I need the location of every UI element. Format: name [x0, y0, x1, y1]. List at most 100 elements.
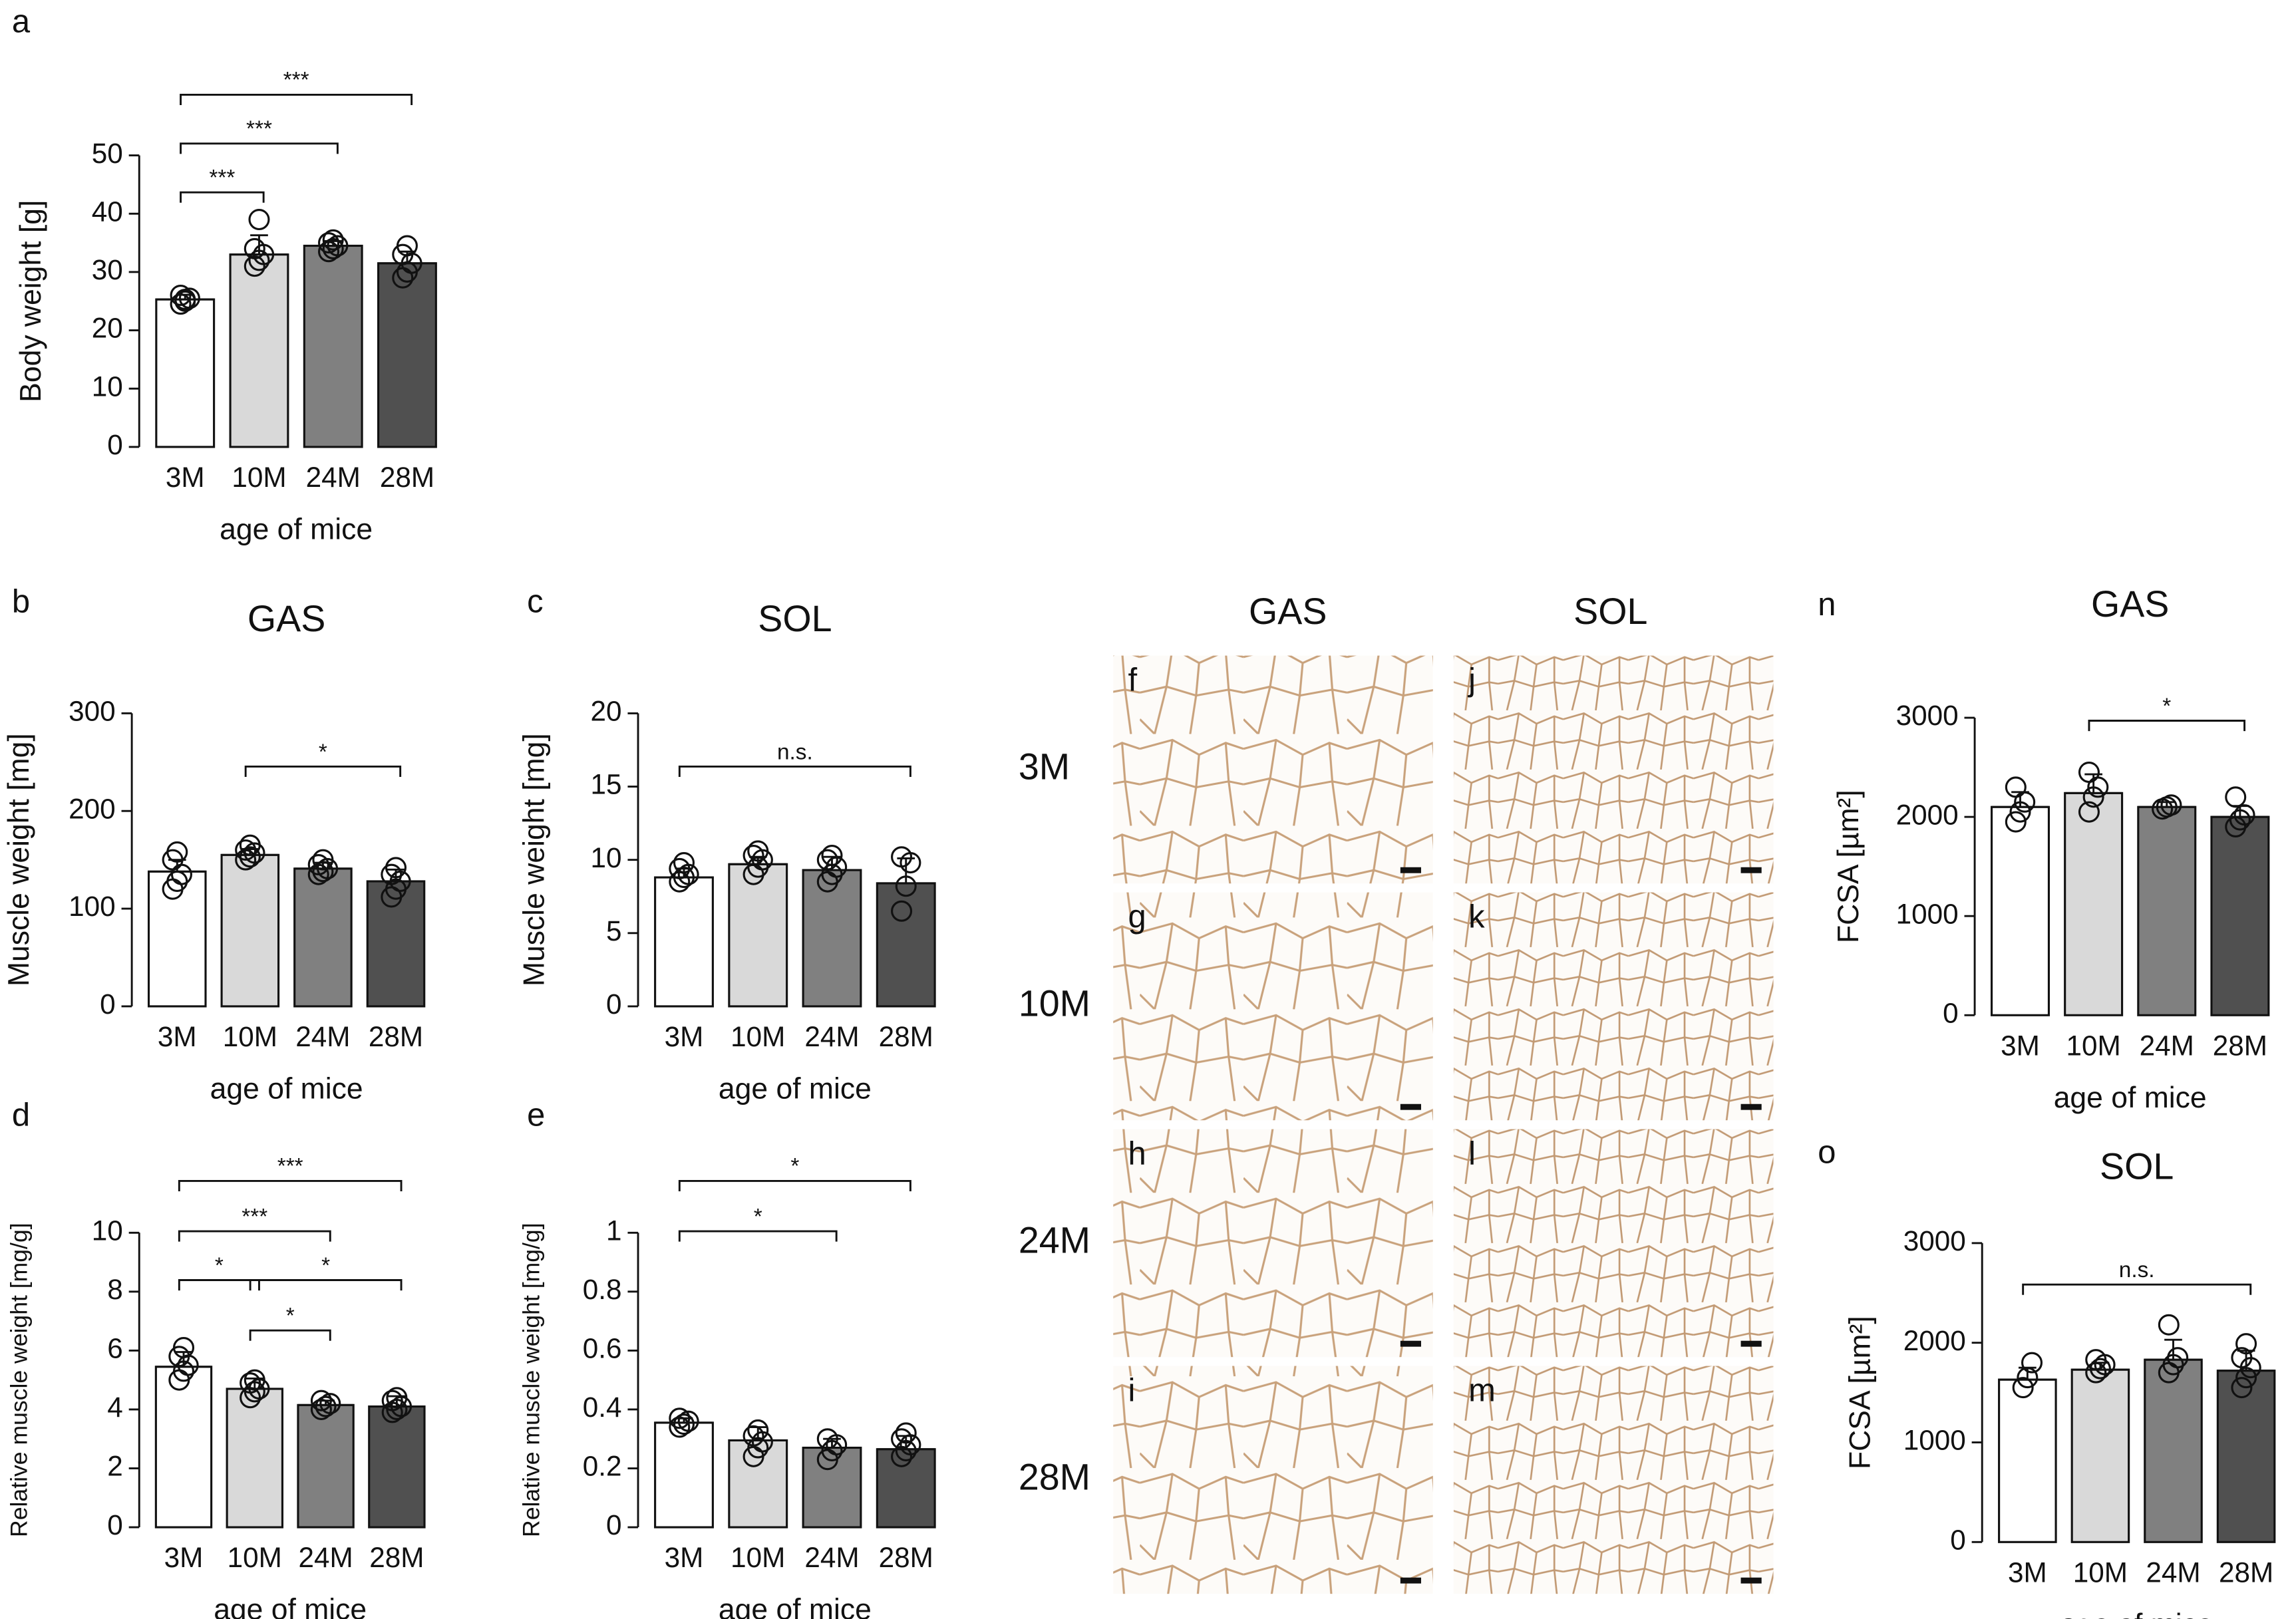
data-point	[327, 235, 349, 257]
chart: b GAS 0 100 200 300 Muscle weight [mg] 3M 10M 24M…	[3, 584, 426, 1105]
y-tick-label: 0	[107, 1509, 123, 1541]
y-tick-label: 1	[606, 1215, 622, 1246]
x-tick-label: 28M	[369, 1542, 424, 1573]
significance-bracket	[2088, 720, 2246, 732]
micrograph	[1113, 892, 1433, 1121]
x-tick-label: 3M	[166, 462, 205, 493]
data-point	[816, 849, 838, 871]
data-point	[2082, 786, 2104, 808]
significance-bracket	[178, 1179, 403, 1192]
bar	[154, 1366, 213, 1529]
bar	[2216, 1370, 2276, 1543]
x-tick-label: 24M	[298, 1542, 353, 1573]
data-point	[2012, 1377, 2034, 1399]
significance-label: *	[319, 740, 327, 764]
data-point	[2233, 804, 2255, 826]
chart: c SOL 0 5 10 15 20 Muscle weight [mg] 3M 10M 24M 28…	[518, 584, 936, 1105]
y-axis-label: Muscle weight [mg]	[518, 733, 550, 986]
x-axis-label: age of mice	[2060, 1608, 2214, 1619]
significance-label: ***	[277, 1154, 303, 1179]
y-tick-label: 40	[92, 196, 123, 227]
data-point	[248, 249, 270, 271]
data-point	[2231, 1377, 2253, 1399]
x-tick-label: 28M	[380, 462, 434, 493]
bar	[728, 863, 788, 1008]
scale-bar	[1400, 1577, 1421, 1584]
data-point	[742, 845, 764, 867]
y-axis-label: Relative muscle weight [mg/g]	[518, 1223, 544, 1537]
significance-label: *	[215, 1253, 224, 1278]
y-tick-label: 0	[606, 1509, 622, 1541]
chart-title: SOL	[758, 598, 832, 639]
data-point	[318, 232, 340, 254]
scale-bar	[1740, 1577, 1762, 1584]
chart-title: GAS	[247, 598, 325, 639]
bar	[876, 1448, 936, 1529]
x-tick-label: 10M	[232, 462, 286, 493]
x-tick-label: 3M	[2008, 1556, 2047, 1588]
scale-bar	[1740, 1104, 1762, 1110]
y-tick-label: 0.8	[583, 1274, 622, 1305]
significance-bracket	[180, 93, 413, 105]
bar	[229, 253, 289, 448]
data-point	[239, 834, 261, 856]
data-point	[669, 1407, 691, 1429]
data-point	[322, 237, 344, 259]
data-point	[895, 1422, 917, 1444]
data-point	[891, 846, 913, 868]
data-point	[396, 235, 418, 257]
x-tick-label: 3M	[665, 1021, 704, 1052]
significance-label: *	[790, 1154, 799, 1179]
significance-bracket	[678, 1230, 838, 1242]
x-tick-label: 28M	[879, 1542, 933, 1573]
data-point	[248, 209, 270, 231]
data-point	[2229, 809, 2251, 831]
data-point	[673, 1413, 695, 1435]
bar	[366, 880, 426, 1008]
x-tick-label: 24M	[2140, 1030, 2194, 1061]
bar	[377, 262, 437, 448]
data-point	[2005, 776, 2027, 798]
data-point	[307, 853, 329, 876]
bar	[728, 1439, 788, 1529]
y-tick-label: 200	[69, 793, 116, 824]
data-point	[239, 846, 261, 868]
y-tick-label: 0	[100, 988, 116, 1020]
x-tick-label: 24M	[804, 1542, 859, 1573]
bar	[368, 1405, 426, 1529]
y-axis-label: FCSA [µm²]	[1832, 790, 1865, 943]
y-tick-label: 0.6	[583, 1333, 622, 1364]
data-point	[166, 841, 188, 863]
significance-label: n.s.	[2119, 1258, 2155, 1282]
data-point	[669, 857, 691, 879]
significance-bracket	[244, 766, 402, 778]
y-tick-label: 5	[606, 915, 622, 947]
x-axis-label: age of mice	[719, 1072, 872, 1105]
data-point	[381, 1390, 403, 1411]
panel-label: g	[1128, 899, 1146, 935]
scale-bar	[1400, 1104, 1421, 1110]
scale-bar	[1740, 1340, 1762, 1347]
data-point	[677, 1410, 699, 1432]
data-point	[895, 875, 917, 897]
x-axis-label: age of mice	[210, 1072, 363, 1105]
data-point	[2078, 801, 2100, 823]
data-point	[244, 237, 265, 259]
chart-title: GAS	[2091, 583, 2169, 625]
significance-bracket	[178, 1279, 260, 1291]
chart: o SOL 0 1000 2000 3000 FCSA [µm²] 3M 10M 24M 28M ag…	[1818, 1134, 2276, 1619]
panel-label: l	[1468, 1136, 1476, 1172]
column-label: GAS	[1249, 591, 1327, 632]
panel-label: a	[12, 4, 31, 40]
data-point	[170, 284, 192, 307]
y-tick-label: 1000	[1903, 1425, 1966, 1456]
y-tick-label: 20	[92, 313, 123, 344]
data-point	[895, 1439, 917, 1461]
row-label: 28M	[1019, 1457, 1090, 1498]
y-axis-label: Muscle weight [mg]	[3, 733, 35, 986]
significance-label: *	[286, 1304, 295, 1328]
significance-bracket	[249, 1329, 331, 1341]
x-tick-label: 24M	[2146, 1556, 2200, 1588]
data-point	[166, 870, 188, 892]
x-tick-label: 10M	[731, 1021, 785, 1052]
